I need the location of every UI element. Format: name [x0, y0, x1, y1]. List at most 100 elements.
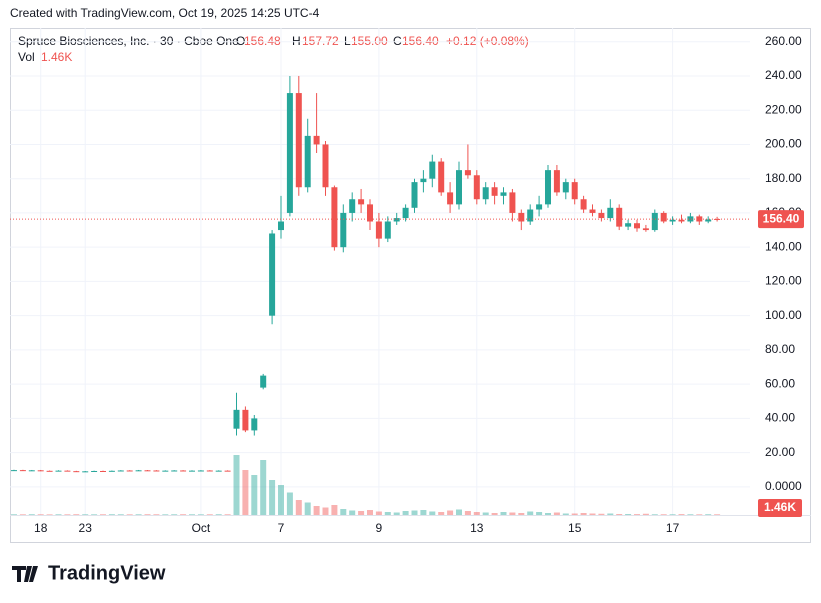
- volume-bar: [553, 512, 560, 515]
- volume-bar: [562, 513, 569, 515]
- volume-bar: [91, 514, 98, 515]
- grid: [10, 28, 750, 515]
- candle-body: [429, 161, 436, 179]
- candle-body: [108, 470, 115, 472]
- volume-bar: [536, 512, 543, 515]
- candle-body: [660, 212, 667, 222]
- volume-bar: [678, 514, 685, 515]
- candle-body: [162, 470, 169, 472]
- volume-bar: [108, 514, 115, 515]
- candle-body: [144, 470, 151, 472]
- volume-bar: [518, 513, 525, 515]
- brand-logo: TradingView: [12, 562, 166, 584]
- volume-bar: [625, 514, 632, 515]
- candle-body: [126, 470, 133, 472]
- volume-bar: [473, 512, 480, 515]
- candle-body: [375, 221, 382, 239]
- created-note: Created with TradingView.com, Oct 19, 20…: [10, 6, 320, 20]
- candle-body: [233, 409, 240, 429]
- candle-body: [634, 223, 640, 229]
- volume-label-box: [758, 499, 802, 517]
- candle-body: [100, 470, 106, 472]
- candle-body: [384, 221, 391, 239]
- candle-body: [402, 207, 409, 219]
- volume-bar: [349, 510, 356, 515]
- candle-body: [553, 170, 560, 193]
- candle-body: [349, 199, 356, 213]
- volume-bar: [687, 514, 694, 515]
- volume-bar: [242, 470, 249, 515]
- candle-body: [367, 204, 373, 222]
- volume-bar: [464, 511, 471, 515]
- volume-bar: [278, 485, 284, 515]
- y-tick-label: 20.00: [765, 445, 795, 459]
- candle-body: [607, 207, 614, 219]
- volume-bar: [206, 514, 213, 515]
- legend-key: H: [292, 34, 301, 48]
- volume-bar: [580, 513, 587, 515]
- x-tick-label: 9: [376, 521, 383, 535]
- volume-bar: [447, 510, 454, 515]
- candle-body: [197, 470, 204, 472]
- candle-body: [420, 178, 427, 183]
- x-tick-label: 13: [470, 521, 484, 535]
- volume-bar: [696, 514, 703, 515]
- y-tick-label: 120.00: [765, 274, 802, 288]
- volume-bar: [260, 460, 267, 515]
- volume-bar: [322, 507, 329, 515]
- candle-body: [447, 192, 454, 205]
- y-tick-label: 180.00: [765, 171, 802, 185]
- candle-body: [278, 221, 284, 231]
- candle-body: [651, 212, 658, 231]
- legend-value: 156.48: [244, 34, 281, 48]
- chart-title: Spruce Biosciences, Inc. · 30 · Cboe One: [18, 34, 239, 48]
- legend-change: +0.12 (+0.08%): [446, 34, 529, 48]
- volume-bar: [500, 512, 507, 515]
- volume-bar: [162, 514, 169, 515]
- candle-body: [464, 170, 471, 176]
- candle-body: [304, 135, 311, 188]
- volume-bar: [304, 502, 311, 515]
- y-tick-label: 220.00: [765, 102, 802, 116]
- candle-body: [589, 209, 596, 213]
- volume-bar: [171, 514, 178, 515]
- candle-body: [536, 204, 543, 210]
- volume-bar: [19, 514, 26, 515]
- volume-bar: [153, 514, 160, 515]
- volume-bar: [64, 514, 71, 515]
- legend-key: O: [236, 34, 245, 48]
- volume-bar: [669, 514, 676, 515]
- candle-body: [438, 161, 445, 193]
- volume-bar: [438, 512, 445, 515]
- volume-bar: [660, 514, 667, 515]
- chart-frame: [10, 28, 811, 543]
- candle-body: [242, 409, 249, 431]
- candle-body: [322, 144, 329, 188]
- volume-bar: [37, 514, 44, 515]
- candle-body: [206, 470, 213, 472]
- candle-body: [55, 470, 62, 472]
- legend-value: 157.72: [302, 34, 339, 48]
- y-tick-label: 100.00: [765, 308, 802, 322]
- y-tick-label: 60.00: [765, 376, 795, 390]
- volume-bar: [607, 513, 614, 515]
- volume-bar: [117, 514, 124, 515]
- candle-body: [189, 470, 195, 472]
- candle-body: [295, 93, 302, 188]
- candle-body: [580, 199, 587, 210]
- candle-body: [518, 212, 525, 222]
- volume-bar: [456, 509, 462, 515]
- volume-bar: [269, 480, 276, 515]
- candle-body: [215, 470, 222, 472]
- candle-body: [616, 207, 623, 227]
- volume-bar: [55, 514, 62, 515]
- x-tick-label: 23: [79, 521, 93, 535]
- x-tick-label: 18: [34, 521, 48, 535]
- volume-bar: [189, 514, 195, 515]
- volume-bar: [28, 514, 35, 515]
- candle-body: [705, 219, 712, 222]
- candle-body: [340, 212, 347, 248]
- candle-body: [224, 470, 231, 472]
- candle-body: [19, 470, 26, 472]
- volume-bar: [144, 514, 151, 515]
